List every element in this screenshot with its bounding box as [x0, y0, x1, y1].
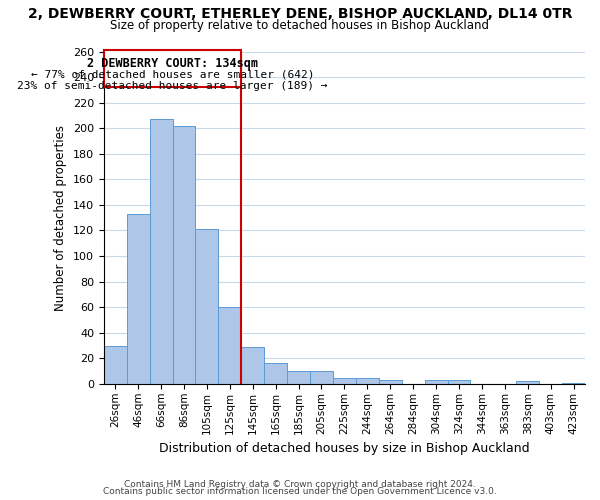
Text: ← 77% of detached houses are smaller (642): ← 77% of detached houses are smaller (64… — [31, 70, 314, 80]
Text: Size of property relative to detached houses in Bishop Auckland: Size of property relative to detached ho… — [110, 18, 490, 32]
Bar — [310, 371, 333, 384]
Bar — [264, 364, 287, 384]
FancyBboxPatch shape — [104, 50, 241, 88]
X-axis label: Distribution of detached houses by size in Bishop Auckland: Distribution of detached houses by size … — [159, 442, 530, 455]
Bar — [218, 307, 241, 384]
Bar — [448, 380, 470, 384]
Bar — [333, 378, 356, 384]
Bar — [104, 346, 127, 384]
Text: 2 DEWBERRY COURT: 134sqm: 2 DEWBERRY COURT: 134sqm — [87, 56, 258, 70]
Text: Contains HM Land Registry data © Crown copyright and database right 2024.: Contains HM Land Registry data © Crown c… — [124, 480, 476, 489]
Bar — [241, 347, 264, 384]
Text: 23% of semi-detached houses are larger (189) →: 23% of semi-detached houses are larger (… — [17, 81, 328, 91]
Bar — [149, 120, 173, 384]
Y-axis label: Number of detached properties: Number of detached properties — [54, 124, 67, 310]
Bar — [356, 378, 379, 384]
Text: Contains public sector information licensed under the Open Government Licence v3: Contains public sector information licen… — [103, 487, 497, 496]
Bar — [196, 229, 218, 384]
Text: 2, DEWBERRY COURT, ETHERLEY DENE, BISHOP AUCKLAND, DL14 0TR: 2, DEWBERRY COURT, ETHERLEY DENE, BISHOP… — [28, 8, 572, 22]
Bar — [379, 380, 401, 384]
Bar — [173, 126, 196, 384]
Bar — [287, 371, 310, 384]
Bar — [425, 380, 448, 384]
Bar — [562, 382, 585, 384]
Bar — [516, 382, 539, 384]
Bar — [127, 214, 149, 384]
